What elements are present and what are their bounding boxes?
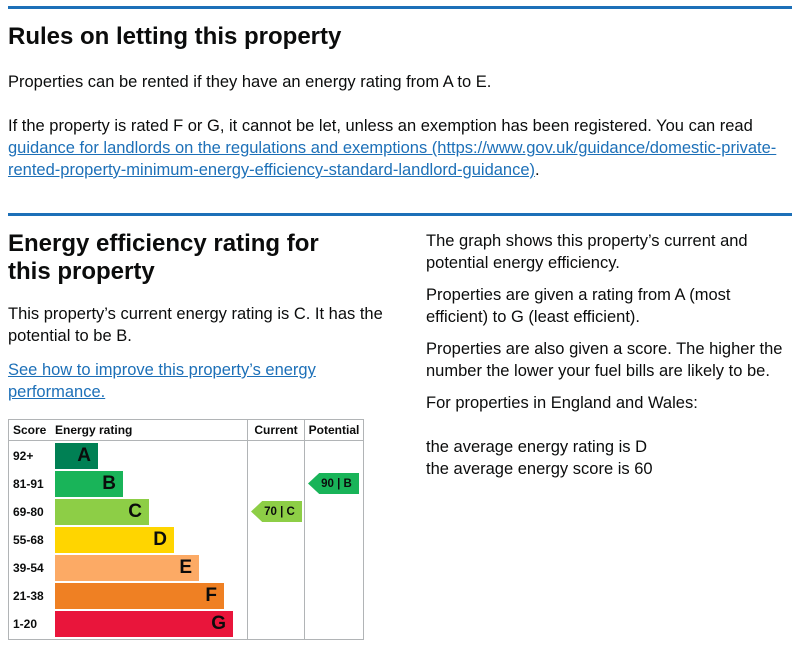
band-letter: A xyxy=(77,445,91,466)
band-letter: F xyxy=(205,585,217,606)
epc-band-row-f: 21-38 F xyxy=(9,582,247,610)
desc-score-para: Properties are also given a score. The h… xyxy=(426,340,783,380)
average-score-line: the average energy score is 60 xyxy=(426,460,653,478)
epc-band-row-e: 39-54 E xyxy=(9,554,247,582)
rules-para2: If the property is rated F or G, it cann… xyxy=(8,115,792,181)
epc-chart-body: 92+ A 81-91 B 69-80 C 55-68 D 39-54 E 21-38 F 1-20 G … xyxy=(9,441,363,639)
band-bar-f: F xyxy=(55,583,224,609)
rating-description: The graph shows this property’s current … xyxy=(426,228,792,640)
rules-para2-prefix: If the property is rated F or G, it cann… xyxy=(8,117,753,135)
band-bar-d: D xyxy=(55,527,174,553)
rules-para1: Properties can be rented if they have an… xyxy=(8,73,492,91)
epc-band-row-g: 1-20 G xyxy=(9,610,247,638)
desc-graph-para: The graph shows this property’s current … xyxy=(426,232,748,272)
top-divider xyxy=(8,6,792,9)
rating-title: Energy efficiency rating for this proper… xyxy=(8,230,319,285)
band-score-range: 81-91 xyxy=(13,477,44,491)
rules-title: Rules on letting this property xyxy=(8,23,342,50)
epc-chart: Score Energy rating Current Potential 92… xyxy=(8,419,364,640)
landlord-guidance-link[interactable]: guidance for landlords on the regulation… xyxy=(8,139,777,179)
epc-band-row-a: 92+ A xyxy=(9,442,247,470)
epc-band-row-b: 81-91 B xyxy=(9,470,247,498)
epc-chart-header: Score Energy rating Current Potential xyxy=(9,420,363,441)
band-letter: D xyxy=(153,529,167,550)
section-divider xyxy=(8,213,792,216)
band-score-range: 1-20 xyxy=(13,617,38,631)
current-rating-arrow: 70 | C xyxy=(251,501,302,522)
band-score-range: 69-80 xyxy=(13,505,44,519)
rating-summary: This property’s current energy rating is… xyxy=(8,305,383,345)
improve-performance-link[interactable]: See how to improve this property’s energ… xyxy=(8,361,316,401)
epc-header-energy-rating: Energy rating xyxy=(55,423,133,437)
band-letter: G xyxy=(211,613,226,634)
epc-band-row-d: 55-68 D xyxy=(9,526,247,554)
epc-header-current: Current xyxy=(247,420,304,440)
band-score-range: 92+ xyxy=(13,449,34,463)
epc-potential-column: 90 | B xyxy=(304,441,363,639)
rating-section: Energy efficiency rating for this proper… xyxy=(8,228,792,640)
band-score-range: 21-38 xyxy=(13,589,44,603)
rating-left-column: Energy efficiency rating for this proper… xyxy=(8,228,400,640)
band-letter: C xyxy=(128,501,142,522)
band-bar-g: G xyxy=(55,611,233,637)
band-bar-c: C xyxy=(55,499,149,525)
potential-rating-arrow: 90 | B xyxy=(308,473,359,494)
band-score-range: 39-54 xyxy=(13,561,44,575)
desc-rating-para: Properties are given a rating from A (mo… xyxy=(426,286,731,326)
epc-bands: 92+ A 81-91 B 69-80 C 55-68 D 39-54 E 21-38 F 1-20 G xyxy=(9,441,247,639)
band-letter: B xyxy=(102,473,116,494)
band-score-range: 55-68 xyxy=(13,533,44,547)
epc-header-potential: Potential xyxy=(304,420,363,440)
band-bar-a: A xyxy=(55,443,98,469)
average-rating-line: the average energy rating is D xyxy=(426,438,648,456)
rules-para2-suffix: . xyxy=(535,161,540,179)
band-bar-b: B xyxy=(55,471,123,497)
rules-section: Rules on letting this property Propertie… xyxy=(8,23,792,181)
epc-header-score: Score xyxy=(13,423,47,437)
improve-link-wrap: See how to improve this property’s energ… xyxy=(8,359,390,403)
epc-current-column: 70 | C xyxy=(247,441,304,639)
band-letter: E xyxy=(179,557,192,578)
desc-england-wales-para: For properties in England and Wales: xyxy=(426,394,698,412)
epc-band-row-c: 69-80 C xyxy=(9,498,247,526)
band-bar-e: E xyxy=(55,555,199,581)
page-content: Rules on letting this property Propertie… xyxy=(0,23,800,640)
